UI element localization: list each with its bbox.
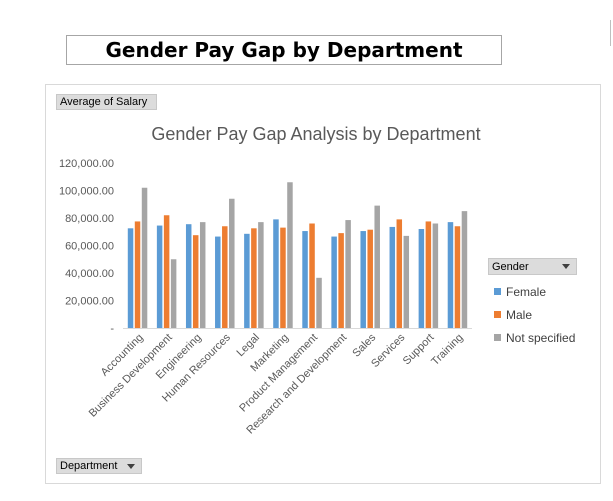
value-field-label: Average of Salary — [60, 96, 148, 108]
legend-field-button[interactable]: Gender — [488, 258, 577, 275]
bar-not-specified — [432, 223, 439, 328]
bar-female — [418, 229, 425, 328]
bar-male — [396, 219, 403, 328]
bar-male — [163, 215, 170, 328]
bar-not-specified — [374, 205, 380, 328]
bar-male — [192, 235, 199, 328]
bar-female — [273, 219, 279, 328]
bar-male — [280, 227, 286, 328]
bar-not-specified — [403, 235, 410, 328]
y-tick-label: 60,000.00 — [65, 241, 114, 253]
legend-label-not-specified: Not specified — [506, 330, 576, 345]
legend-label-female: Female — [506, 284, 547, 299]
bar-male — [367, 229, 373, 328]
bar-male — [309, 223, 315, 328]
sheet-title: Gender Pay Gap by Department — [66, 35, 502, 65]
bar-male — [134, 221, 141, 328]
dropdown-arrow-icon[interactable] — [127, 463, 135, 469]
bar-male — [251, 228, 257, 328]
legend-item-male: Male — [494, 307, 578, 322]
bar-not-specified — [229, 198, 235, 328]
chart-title: Gender Pay Gap Analysis by Department — [151, 124, 480, 144]
bar-female — [215, 236, 221, 328]
axis-field-label: Department — [60, 460, 118, 472]
legend-item-female: Female — [494, 284, 578, 299]
bar-not-specified — [141, 187, 148, 328]
value-field-button[interactable]: Average of Salary — [56, 94, 157, 110]
y-tick-label: 40,000.00 — [65, 268, 114, 280]
bar-female — [360, 231, 366, 328]
legend-swatch-not-specified — [494, 334, 501, 341]
column-edge-divider — [610, 20, 611, 46]
legend-label-male: Male — [506, 307, 533, 322]
chart-legend: Female Male Not specified — [488, 276, 578, 345]
x-tick-label: Training — [429, 332, 465, 368]
bar-female — [185, 224, 192, 328]
bar-female — [127, 228, 134, 328]
bar-female — [331, 236, 337, 328]
y-tick-label: 120,000.00 — [59, 158, 114, 170]
y-tick-label: 20,000.00 — [65, 296, 114, 308]
y-tick-label: - — [110, 323, 114, 335]
legend-swatch-female — [494, 288, 501, 295]
bar-male — [222, 226, 228, 328]
bar-female — [302, 231, 308, 328]
bar-not-specified — [170, 259, 177, 328]
dropdown-arrow-icon[interactable] — [562, 264, 570, 269]
bar-not-specified — [316, 277, 322, 328]
bar-not-specified — [461, 211, 468, 328]
bar-not-specified — [199, 222, 206, 328]
bar-male — [425, 221, 432, 328]
axis-field-button[interactable]: Department — [56, 458, 142, 474]
legend-swatch-male — [494, 311, 501, 318]
bar-not-specified — [345, 220, 351, 328]
bar-female — [244, 233, 250, 328]
y-tick-label: 80,000.00 — [65, 213, 114, 225]
bar-not-specified — [287, 182, 293, 328]
bar-not-specified — [258, 222, 264, 328]
bar-male — [454, 226, 461, 328]
bar-female — [389, 226, 396, 328]
bar-female — [447, 222, 454, 328]
bar-female — [156, 225, 163, 328]
y-tick-label: 100,000.00 — [59, 186, 114, 198]
legend-field-label: Gender — [492, 260, 529, 273]
legend-item-not-specified: Not specified — [494, 330, 578, 345]
bar-male — [338, 233, 344, 328]
